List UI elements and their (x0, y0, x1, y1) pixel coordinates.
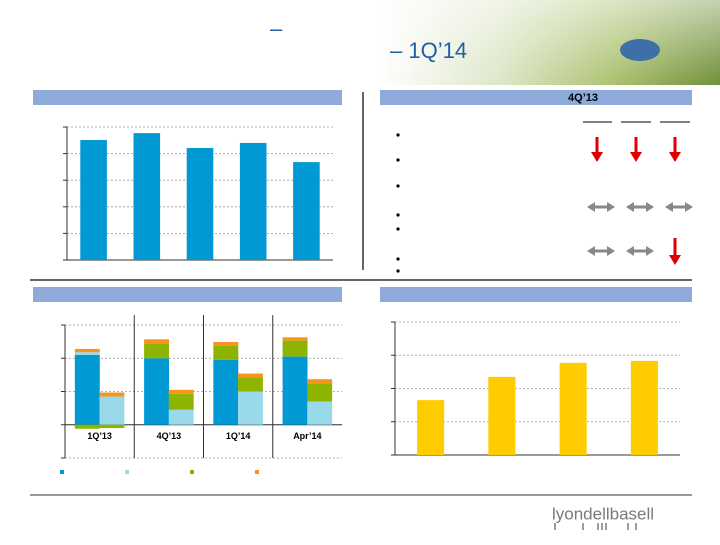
title: – (270, 16, 283, 41)
x-tick-label: Apr’14 (293, 431, 321, 441)
panel-header (33, 287, 342, 302)
bar (630, 360, 658, 455)
bar-segment (237, 373, 263, 378)
bar-segment (168, 409, 194, 425)
logo-bars (554, 523, 637, 530)
title: – 1Q’14 (390, 38, 467, 63)
bar-segment (282, 356, 308, 425)
x-tick-label: 4Q’13 (157, 431, 182, 441)
legend-marker (255, 470, 259, 474)
bar-segment (74, 354, 100, 425)
bar (239, 142, 267, 260)
bar-segment (307, 379, 333, 384)
bar-segment (213, 359, 239, 425)
bar-segment (282, 340, 308, 357)
bar-segment (144, 339, 170, 344)
bar-segment (168, 393, 194, 410)
bar-segment (144, 343, 170, 359)
bar-segment (213, 345, 239, 360)
bar-segment (307, 401, 333, 425)
logo: lyondellbasell (552, 504, 654, 523)
bar-segment (144, 358, 170, 425)
legend-marker (125, 470, 129, 474)
panel-header (380, 90, 692, 105)
x-tick-label: 1Q’14 (226, 431, 251, 441)
x-tick-label: 1Q’13 (87, 431, 112, 441)
bar (559, 362, 587, 455)
bar-segment (99, 424, 125, 429)
legend-marker (60, 470, 64, 474)
bar-segment (237, 391, 263, 425)
bar-segment (99, 392, 125, 397)
legend-marker (190, 470, 194, 474)
bar-segment (99, 396, 125, 425)
column-header: 4Q’13 (568, 92, 598, 104)
bar-segment (168, 389, 194, 394)
bar-segment (74, 352, 100, 355)
bar (293, 162, 320, 260)
bar-segment (307, 383, 333, 402)
bird (620, 39, 660, 61)
panel-header (380, 287, 692, 302)
banner-fade (380, 0, 720, 85)
panel-header (33, 90, 342, 105)
bar (488, 376, 516, 455)
bar-segment (282, 337, 308, 341)
arrows (587, 137, 693, 265)
bar (186, 148, 214, 260)
bar (80, 140, 107, 260)
bar-segment (74, 424, 100, 429)
table-decor (396, 121, 690, 273)
bar-segment (237, 377, 263, 392)
bar-segment (213, 341, 239, 346)
bar (133, 133, 161, 260)
bar (417, 400, 445, 455)
bar-segment (74, 348, 100, 353)
